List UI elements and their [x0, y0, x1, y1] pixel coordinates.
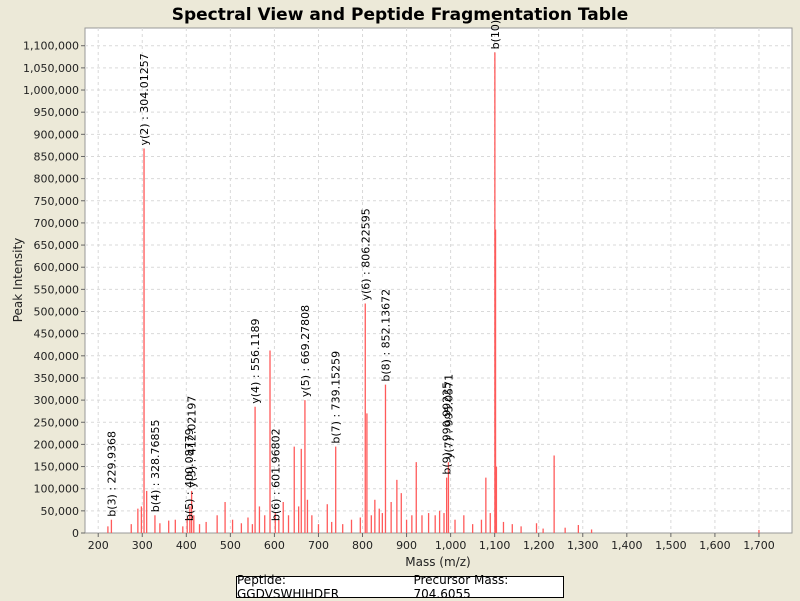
x-tick-label: 900 [396, 539, 417, 552]
x-tick-label: 500 [220, 539, 241, 552]
chart-title: Spectral View and Peptide Fragmentation … [172, 5, 629, 25]
y-tick-label: 900,000 [34, 128, 80, 141]
x-tick-label: 400 [176, 539, 197, 552]
peak-annotation-label: y(5) : 669.27808 [299, 305, 312, 397]
x-tick-label: 1,300 [567, 539, 599, 552]
y-tick-label: 200,000 [34, 438, 80, 451]
y-tick-label: 1,050,000 [23, 62, 79, 75]
y-tick-label: 850,000 [34, 150, 80, 163]
peak-annotation-label: y(6) : 806.22595 [359, 208, 372, 300]
x-tick-label: 1,100 [479, 539, 511, 552]
y-tick-label: 50,000 [41, 505, 80, 518]
y-tick-label: 600,000 [34, 261, 80, 274]
x-tick-label: 600 [264, 539, 285, 552]
peak-annotation-label: y(2) : 304.01257 [138, 53, 151, 145]
y-tick-label: 0 [72, 527, 79, 540]
x-tick-label: 1,200 [523, 539, 555, 552]
y-tick-label: 750,000 [34, 195, 80, 208]
y-axis-label: Peak Intensity [11, 238, 25, 323]
x-tick-label: 1,500 [655, 539, 687, 552]
y-tick-label: 250,000 [34, 416, 80, 429]
x-tick-label: 1,700 [743, 539, 775, 552]
y-tick-label: 550,000 [34, 283, 80, 296]
y-tick-label: 150,000 [34, 461, 80, 474]
peak-annotation-label: y(3) : 412.02197 [186, 396, 199, 488]
x-tick-label: 1,000 [435, 539, 467, 552]
peak-layer [107, 52, 760, 533]
peak-annotation-label: b(8) : 852.13672 [379, 289, 392, 382]
x-tick-label: 1,600 [699, 539, 731, 552]
y-tick-label: 700,000 [34, 217, 80, 230]
x-tick-label: 1,400 [611, 539, 643, 552]
peak-annotation-label: y(4) : 556.1189 [249, 318, 262, 403]
x-tick-label: 300 [132, 539, 153, 552]
x-tick-label: 200 [88, 539, 109, 552]
y-tick-label: 950,000 [34, 106, 80, 119]
y-tick-label: 1,100,000 [23, 40, 79, 53]
y-tick-label: 350,000 [34, 372, 80, 385]
precursor-mass-label: Precursor Mass: 704.6055 [413, 573, 509, 601]
peak-annotation-label: b(4) : 328.76855 [149, 420, 162, 513]
peak-annotation-label: b(7) : 739.15259 [330, 351, 343, 444]
peptide-label: Peptide: GGDVSWHIHDER [237, 573, 340, 601]
peak-annotation-label: b(10) [489, 20, 502, 50]
y-tick-label: 800,000 [34, 173, 80, 186]
peak-annotation-label: b(3) : 229.9368 [105, 431, 118, 517]
y-tick-label: 500,000 [34, 306, 80, 319]
peptide-info-box: Peptide: GGDVSWHIHDER Precursor Mass: 70… [236, 573, 564, 601]
grid-lines [85, 28, 792, 533]
axes: 0 50,000 100,000 150,000 200,000 250,000 300,0… [23, 40, 775, 552]
peak-annotations: b(3) : 229.9368 y(2) : 304.01257 b(4) : 32… [105, 20, 501, 521]
y-tick-label: 1,000,000 [23, 84, 79, 97]
peak-annotation-label: b(5) : 400.08779 [183, 428, 196, 521]
y-tick-label: 400,000 [34, 350, 80, 363]
peak-annotation-label: y(7) : 995.0571 [442, 374, 455, 459]
y-tick-label: 650,000 [34, 239, 80, 252]
x-tick-label: 700 [308, 539, 329, 552]
peak-annotation-label: b(9) : 990.99225 [441, 382, 454, 475]
y-tick-label: 100,000 [34, 483, 80, 496]
x-axis-label: Mass (m/z) [405, 555, 470, 569]
x-tick-label: 800 [352, 539, 373, 552]
y-tick-label: 450,000 [34, 328, 80, 341]
y-tick-label: 300,000 [34, 394, 80, 407]
peak-annotation-label: b(6) : 601.96802 [269, 428, 282, 521]
